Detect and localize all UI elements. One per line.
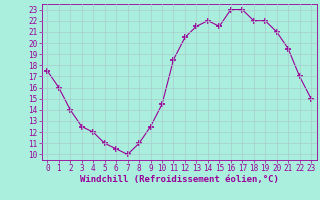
X-axis label: Windchill (Refroidissement éolien,°C): Windchill (Refroidissement éolien,°C) [80,175,279,184]
